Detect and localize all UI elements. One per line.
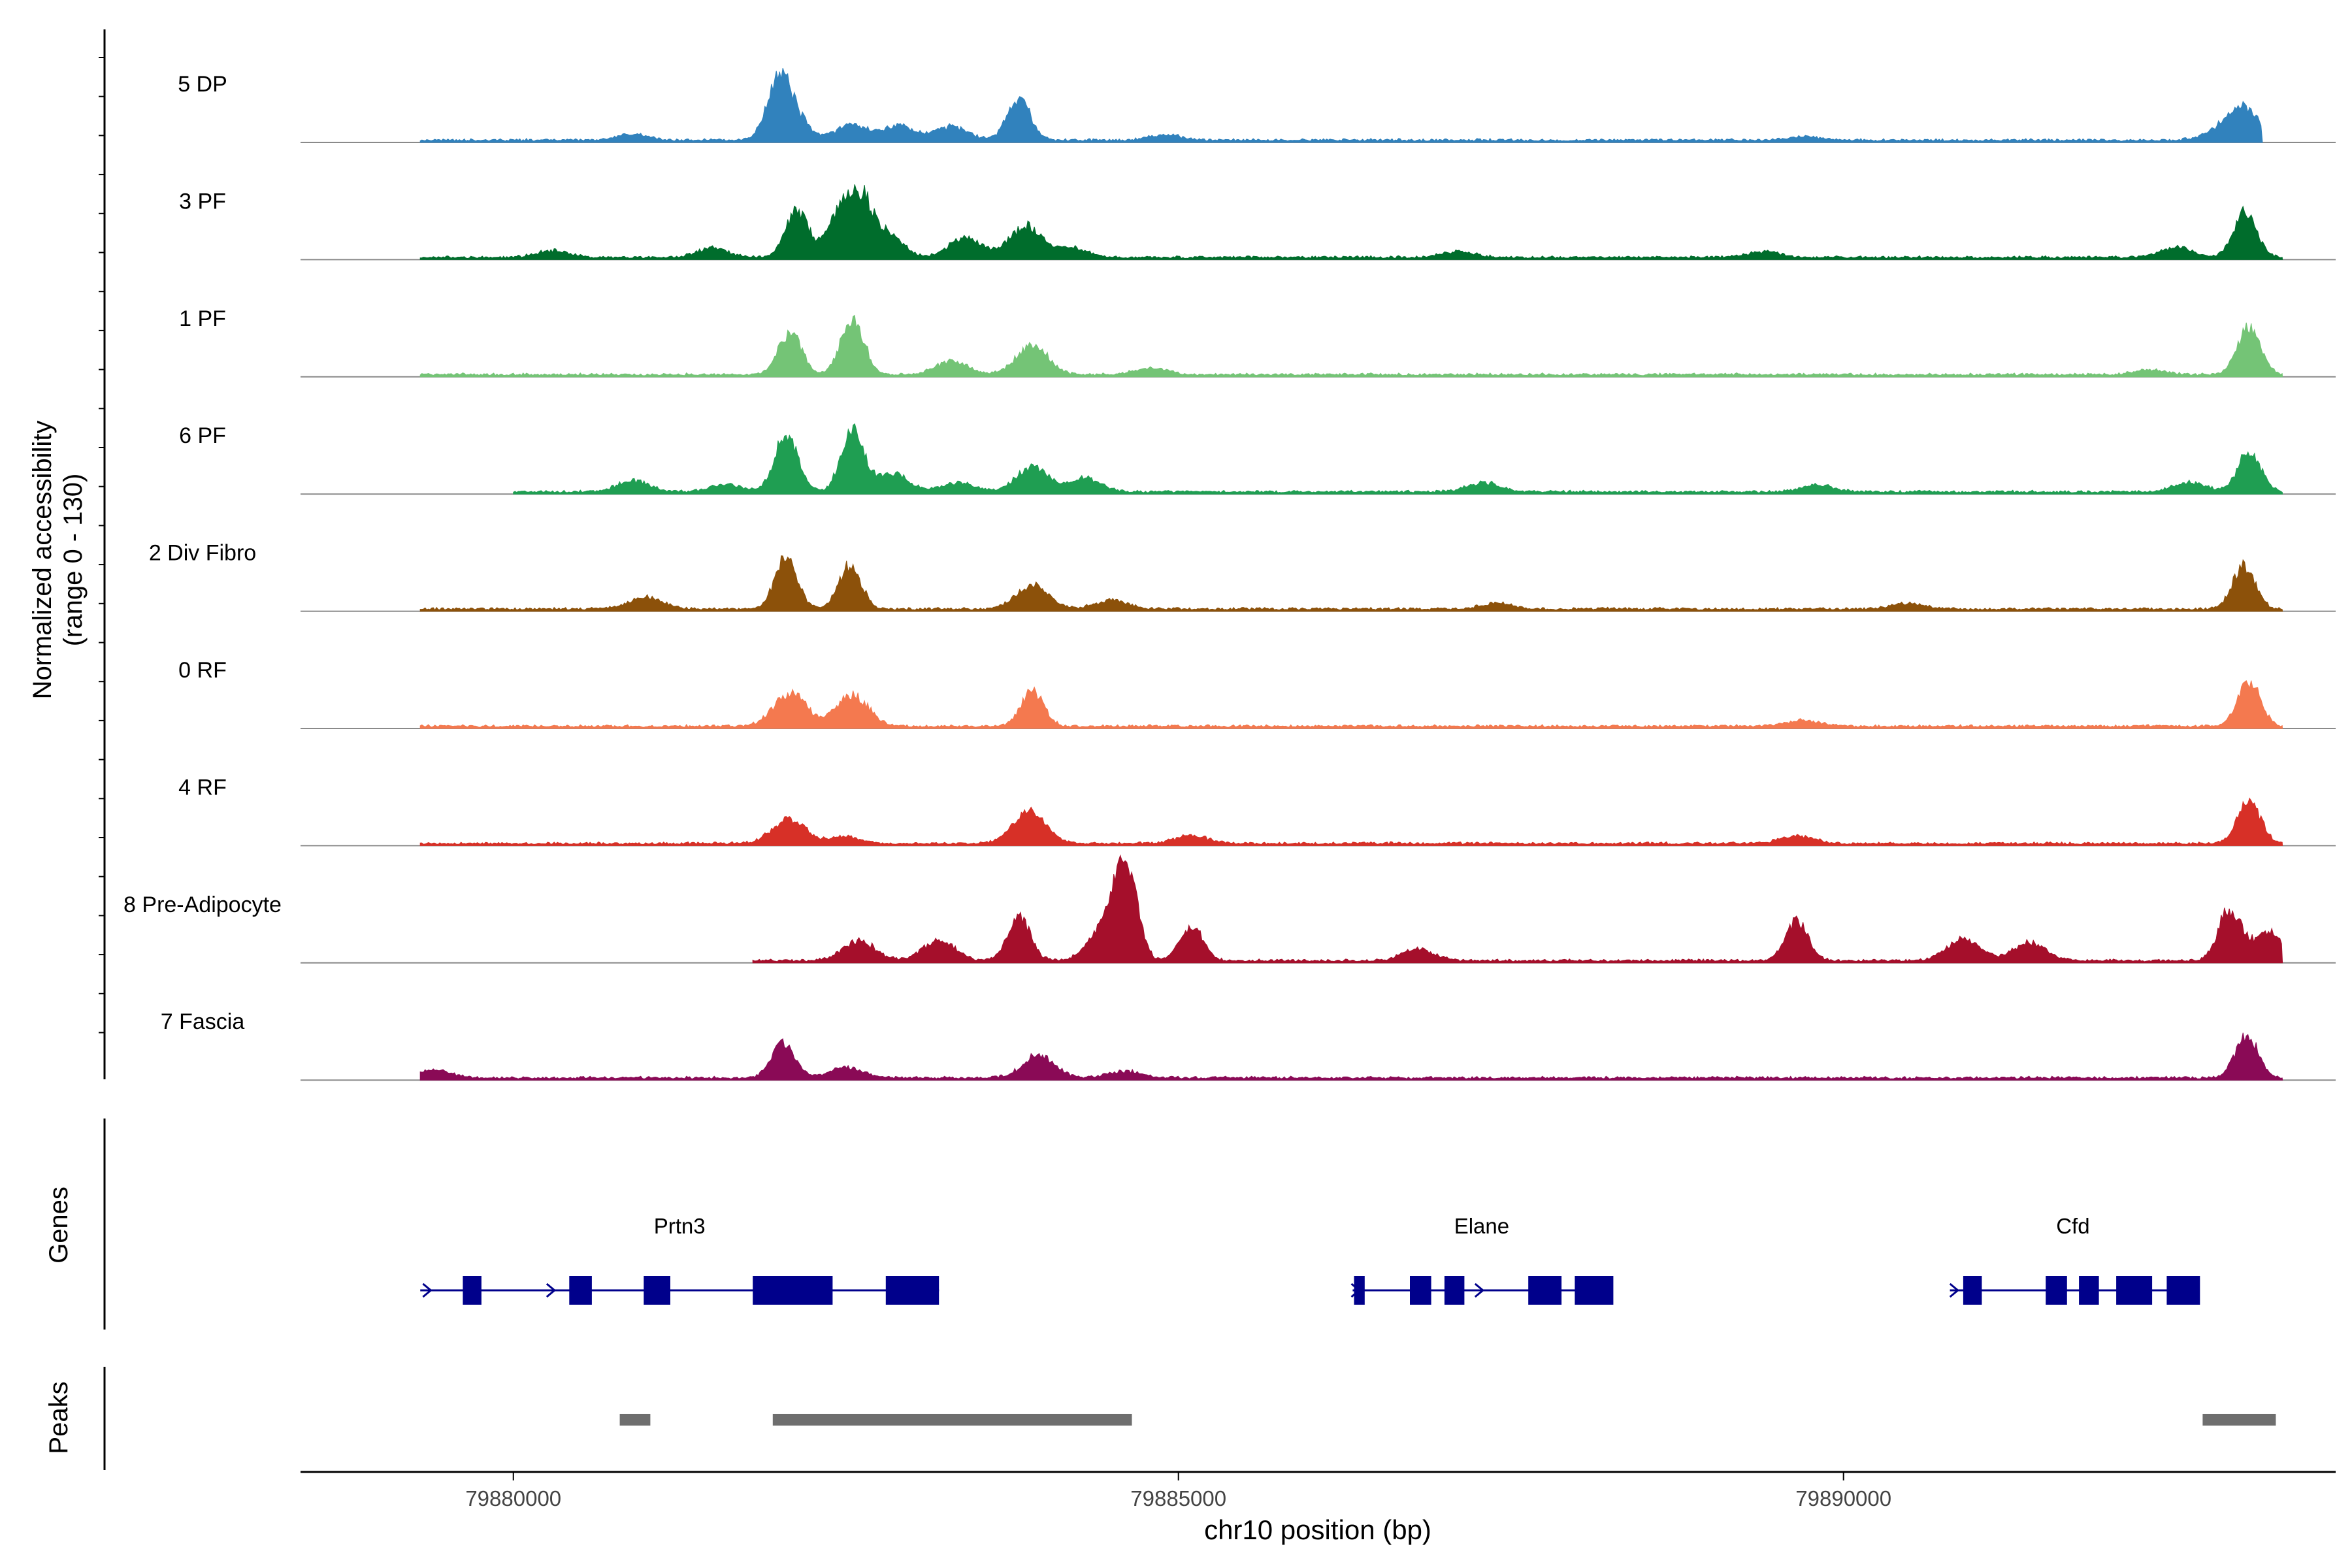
coverage-area bbox=[513, 423, 2283, 495]
gene-exon bbox=[2166, 1276, 2200, 1305]
track-6-pf: 6 PF bbox=[179, 423, 2336, 495]
gene-exon bbox=[1528, 1276, 1562, 1305]
track-label: 1 PF bbox=[179, 306, 226, 331]
peak-regions bbox=[619, 1414, 2276, 1426]
strand-arrow bbox=[546, 1282, 557, 1298]
gene-exon bbox=[2116, 1276, 2153, 1305]
x-tick-label: 79880000 bbox=[465, 1486, 561, 1511]
track-label: 0 RF bbox=[178, 658, 227, 683]
peaks-axis-label: Peaks bbox=[44, 1381, 73, 1454]
peak-region bbox=[619, 1414, 651, 1426]
track-label: 7 Fascia bbox=[161, 1009, 245, 1034]
coverage-area bbox=[419, 184, 2283, 260]
coverage-y-ticks bbox=[99, 57, 105, 1034]
genes-axis-label: Genes bbox=[44, 1186, 73, 1264]
track-label: 8 Pre-Adipocyte bbox=[123, 892, 282, 917]
gene-exon bbox=[2046, 1276, 2067, 1305]
coverage-area bbox=[419, 1032, 2283, 1081]
gene-name: Cfd bbox=[2056, 1214, 2089, 1238]
strand-arrow bbox=[657, 1282, 668, 1298]
track-0-rf: 0 RF bbox=[178, 658, 2336, 729]
x-tick-label: 79885000 bbox=[1130, 1486, 1226, 1511]
gene-exon bbox=[569, 1276, 592, 1305]
track-label: 6 PF bbox=[179, 423, 226, 448]
gene-elane: Elane bbox=[1350, 1214, 1614, 1305]
strand-arrow bbox=[1949, 1282, 1960, 1298]
track-label: 3 PF bbox=[179, 189, 226, 214]
strand-arrow bbox=[1350, 1282, 1361, 1298]
track-label: 5 DP bbox=[178, 72, 227, 97]
track-3-pf: 3 PF bbox=[179, 184, 2336, 261]
gene-cfd: Cfd bbox=[1949, 1214, 2200, 1305]
gene-annotations: Prtn3 Elane Cfd bbox=[420, 1214, 2200, 1305]
track-2-div-fibro: 2 Div Fibro bbox=[149, 541, 2336, 612]
coverage-area bbox=[419, 555, 2283, 612]
coverage-area bbox=[419, 797, 2283, 846]
gene-exon bbox=[885, 1276, 939, 1305]
coverage-area bbox=[419, 68, 2263, 143]
gene-exon bbox=[463, 1276, 482, 1305]
coverage-area bbox=[419, 679, 2283, 729]
track-label: 4 RF bbox=[178, 775, 227, 800]
gene-prtn3: Prtn3 bbox=[420, 1214, 939, 1305]
track-1-pf: 1 PF bbox=[179, 306, 2336, 378]
x-tick-label: 79890000 bbox=[1795, 1486, 1891, 1511]
y-axis-label-line1: Normalized accessibility bbox=[28, 421, 57, 700]
track-label: 2 Div Fibro bbox=[149, 541, 256, 566]
coverage-area bbox=[419, 314, 2283, 378]
track-7-fascia: 7 Fascia bbox=[161, 1009, 2336, 1081]
strand-arrow bbox=[422, 1282, 433, 1298]
gene-exon bbox=[1575, 1276, 1614, 1305]
peak-region bbox=[2202, 1414, 2276, 1426]
strand-arrow bbox=[1474, 1282, 1485, 1298]
y-axis-label-line2: (range 0 - 130) bbox=[59, 474, 88, 647]
x-axis-ticks: 79880000 79885000 79890000 bbox=[465, 1472, 1891, 1511]
gene-exon bbox=[753, 1276, 833, 1305]
gene-exon bbox=[1963, 1276, 1982, 1305]
track-4-rf: 4 RF bbox=[178, 775, 2336, 847]
gene-exon bbox=[2079, 1276, 2099, 1305]
x-axis-label: chr10 position (bp) bbox=[1204, 1514, 1431, 1545]
coverage-area bbox=[752, 854, 2283, 964]
track-5-dp: 5 DP bbox=[178, 68, 2336, 143]
gene-exon bbox=[1410, 1276, 1431, 1305]
gene-exon bbox=[1444, 1276, 1465, 1305]
track-8-pre-adipocyte: 8 Pre-Adipocyte bbox=[123, 854, 2336, 964]
gene-name: Elane bbox=[1454, 1214, 1509, 1238]
coverage-tracks: 5 DP 3 PF 1 PF 6 PF 2 Div Fibro 0 RF 4 RF 8 Pre… bbox=[123, 68, 2336, 1081]
peak-region bbox=[772, 1414, 1132, 1426]
gene-name: Prtn3 bbox=[654, 1214, 706, 1238]
